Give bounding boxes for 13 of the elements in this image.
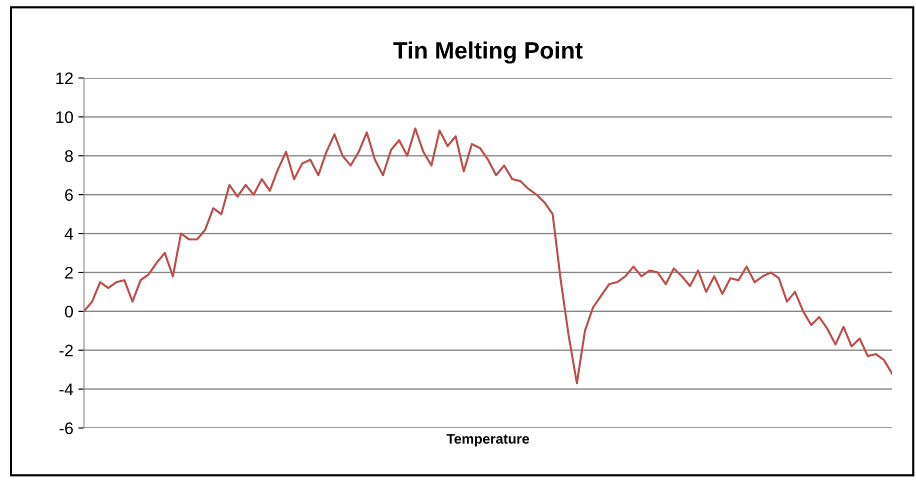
y-tick-label: 2 [65, 266, 73, 278]
chart-title: Tin Melting Point [393, 41, 583, 64]
y-tick-label: 10 [56, 111, 73, 124]
y-tick-label: -2 [60, 344, 73, 356]
y-tick-label: 8 [65, 150, 73, 162]
y-tick-label: 6 [65, 189, 73, 201]
x-axis-title: Temperature [446, 434, 530, 447]
line-series [84, 128, 892, 384]
y-tick-label: 0 [64, 306, 73, 318]
y-tick-label: 12 [56, 72, 73, 84]
y-tick-label: -6 [60, 422, 73, 434]
y-tick-label: 4 [64, 228, 74, 240]
y-tick-label: -4 [60, 384, 74, 396]
